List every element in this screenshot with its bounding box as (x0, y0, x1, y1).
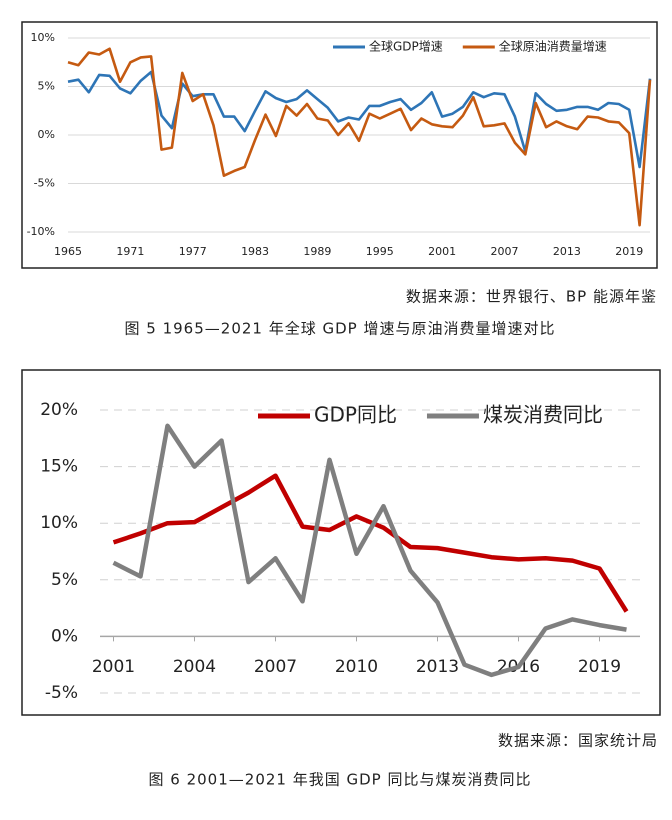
source-note: 数据来源：世界银行、BP 能源年鉴 (406, 288, 657, 306)
y-tick-label: 10% (31, 31, 55, 44)
legend-label: 煤炭消费同比 (483, 403, 603, 427)
x-tick-label: 2007 (254, 657, 297, 677)
data-line (112, 423, 627, 678)
x-tick-label: 2001 (428, 245, 456, 258)
data-line (67, 47, 652, 227)
y-tick-label: 0% (38, 128, 55, 141)
x-tick-label: 2013 (416, 657, 459, 677)
x-tick-label: 1983 (241, 245, 269, 258)
y-tick-label: 5% (38, 80, 55, 93)
x-tick-label: 2001 (92, 657, 135, 677)
data-line (67, 70, 652, 169)
x-tick-label: 2019 (578, 657, 621, 677)
x-tick-label: 1965 (54, 245, 82, 258)
x-tick-label: 2010 (335, 657, 378, 677)
x-tick-label: 2007 (491, 245, 519, 258)
y-tick-label: 10% (40, 513, 78, 533)
y-tick-label: -5% (34, 177, 55, 190)
y-tick-label: 15% (40, 457, 78, 477)
chart-frame (21, 21, 658, 269)
x-tick-label: 1995 (366, 245, 394, 258)
y-tick-label: -10% (27, 225, 55, 238)
y-tick-label: 20% (40, 400, 78, 420)
figure-caption: 图 5 1965—2021 年全球 GDP 增速与原油消费量增速对比 (125, 320, 556, 338)
x-tick-label: 2019 (615, 245, 643, 258)
source-note: 数据来源：国家统计局 (498, 732, 658, 750)
legend-label: GDP同比 (314, 403, 397, 427)
x-tick-label: 2004 (173, 657, 216, 677)
data-line (112, 473, 629, 613)
y-tick-label: 0% (51, 626, 78, 646)
y-tick-label: 5% (51, 570, 78, 590)
legend-label: 全球原油消费量增速 (499, 39, 607, 54)
x-tick-label: 1971 (116, 245, 144, 258)
legend-label: 全球GDP增速 (369, 39, 443, 54)
x-tick-label: 1977 (179, 245, 207, 258)
figure-caption: 图 6 2001—2021 年我国 GDP 同比与煤炭消费同比 (149, 771, 532, 789)
x-tick-label: 1989 (303, 245, 331, 258)
y-tick-label: -5% (45, 683, 78, 703)
x-tick-label: 2013 (553, 245, 581, 258)
chart-frame (21, 369, 661, 716)
